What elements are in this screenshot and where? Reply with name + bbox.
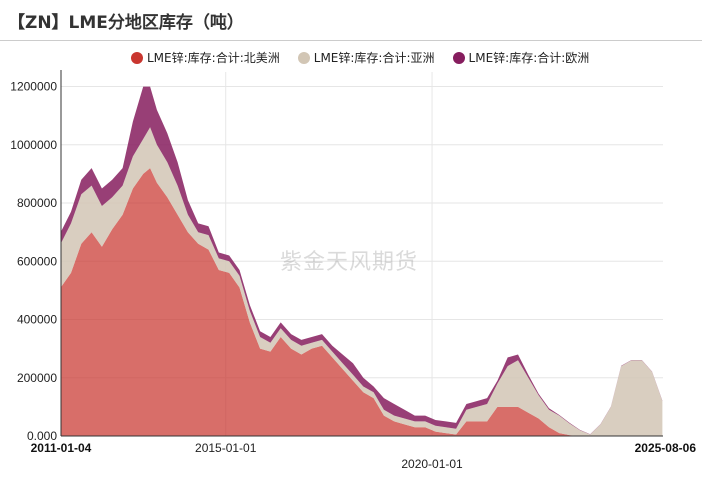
y-tick-label: 200000 — [17, 371, 57, 385]
watermark: 紫金天风期货 — [280, 250, 419, 275]
y-tick-label: 1000000 — [10, 138, 57, 152]
x-tick-label: 2011-01-04 — [31, 441, 92, 455]
x-tick-label: 2015-01-01 — [195, 441, 257, 455]
title-divider — [0, 40, 702, 41]
legend-swatch — [452, 51, 465, 64]
legend-item-europe[interactable]: LME锌:库存:合计:欧洲 — [452, 49, 590, 66]
x-tick-label: 2025-08-06 — [635, 441, 697, 455]
y-tick-label: 1200000 — [10, 80, 57, 94]
chart-legend: LME锌:库存:合计:北美洲 LME锌:库存:合计:亚洲 LME锌:库存:合计:… — [131, 49, 589, 66]
legend-swatch — [297, 51, 310, 64]
legend-label: LME锌:库存:合计:欧洲 — [468, 51, 590, 65]
legend-item-asia[interactable]: LME锌:库存:合计:亚洲 — [297, 49, 435, 66]
area-series-1 — [60, 168, 663, 436]
chart-title: 【ZN】LME分地区库存（吨） — [8, 13, 244, 33]
y-tick-label: 800000 — [17, 196, 57, 210]
y-tick-label: 0.000 — [27, 429, 57, 443]
legend-label: LME锌:库存:合计:北美洲 — [147, 51, 280, 65]
legend-swatch — [131, 51, 143, 64]
x-tick-label: 2020-01-01 — [401, 457, 463, 471]
legend-item-north-america[interactable]: LME锌:库存:合计:北美洲 — [131, 49, 280, 66]
legend-label: LME锌:库存:合计:亚洲 — [313, 51, 435, 65]
y-tick-label: 400000 — [17, 313, 57, 327]
y-tick-label: 600000 — [17, 254, 57, 268]
